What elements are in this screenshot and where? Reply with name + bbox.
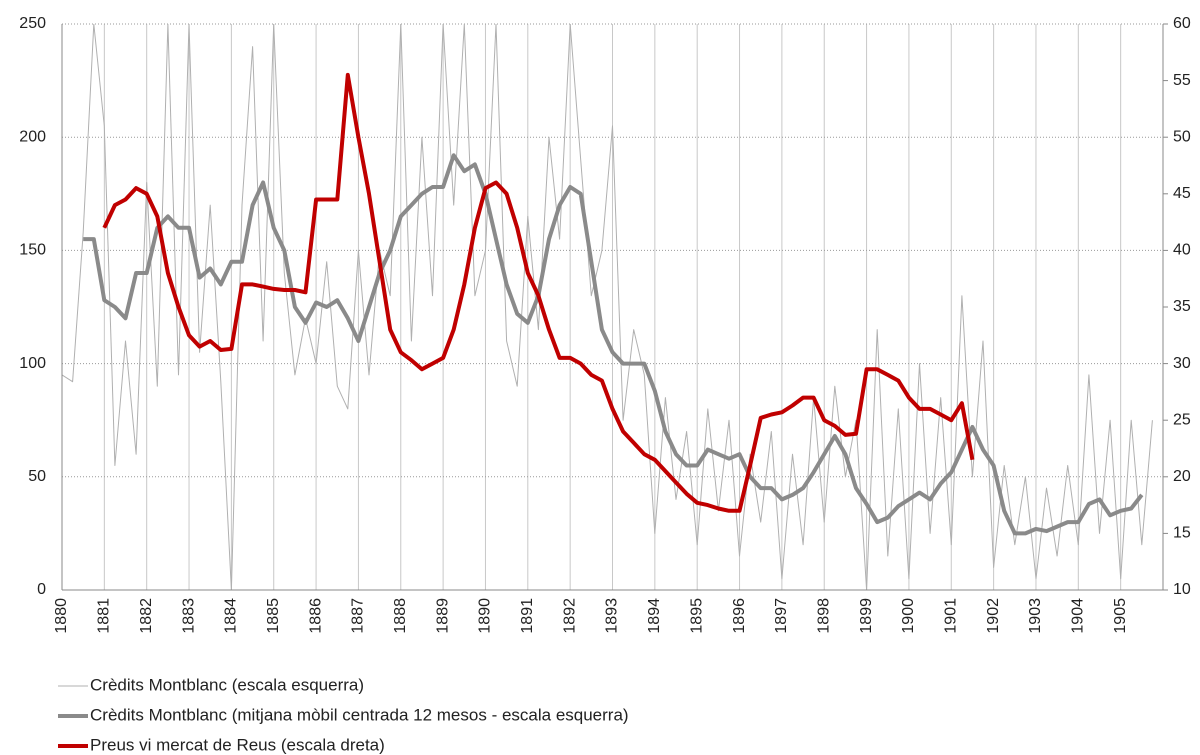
x-tick-label: 1895 xyxy=(688,598,705,634)
x-tick-label: 1903 xyxy=(1027,598,1044,634)
legend-label: Preus vi mercat de Reus (escala dreta) xyxy=(90,735,385,754)
x-tick-label: 1881 xyxy=(96,598,113,634)
y-tick-label: 100 xyxy=(19,355,46,372)
y2-tick-label: 20 xyxy=(1173,468,1191,485)
x-tick-label: 1891 xyxy=(519,598,536,634)
x-tick-label: 1885 xyxy=(265,598,282,634)
x-tick-label: 1894 xyxy=(646,598,663,634)
y2-tick-label: 35 xyxy=(1173,298,1191,315)
y2-tick-label: 30 xyxy=(1173,355,1191,372)
x-tick-label: 1898 xyxy=(815,598,832,634)
series-line xyxy=(102,72,975,513)
y-tick-label: 0 xyxy=(37,581,46,598)
y2-tick-label: 60 xyxy=(1173,15,1191,32)
legend-label: Crèdits Montblanc (escala esquerra) xyxy=(90,675,364,694)
y2-tick-label: 15 xyxy=(1173,525,1191,542)
x-tick-label: 1883 xyxy=(180,598,197,634)
x-tick-label: 1901 xyxy=(942,598,959,634)
x-tick-label: 1889 xyxy=(434,598,451,634)
x-tick-label: 1893 xyxy=(604,598,621,634)
x-tick-label: 1902 xyxy=(985,598,1002,634)
x-tick-label: 1899 xyxy=(858,598,875,634)
legend-label: Crèdits Montblanc (mitjana mòbil centrad… xyxy=(90,705,629,724)
x-tick-label: 1900 xyxy=(900,598,917,634)
series-line xyxy=(83,153,1144,536)
y2-tick-label: 10 xyxy=(1173,581,1191,598)
y2-tick-label: 40 xyxy=(1173,242,1191,259)
x-tick-label: 1896 xyxy=(731,598,748,634)
x-tick-label: 1905 xyxy=(1112,598,1129,634)
y-tick-label: 250 xyxy=(19,15,46,32)
y2-tick-label: 50 xyxy=(1173,128,1191,145)
y2-tick-label: 55 xyxy=(1173,72,1191,89)
series-line xyxy=(62,24,1153,590)
y2-tick-label: 25 xyxy=(1173,411,1191,428)
x-tick-label: 1880 xyxy=(53,598,70,634)
y-tick-label: 50 xyxy=(28,468,46,485)
y-tick-label: 200 xyxy=(19,128,46,145)
x-tick-label: 1888 xyxy=(392,598,409,634)
x-tick-label: 1904 xyxy=(1070,598,1087,634)
x-tick-label: 1886 xyxy=(307,598,324,634)
y-tick-label: 150 xyxy=(19,242,46,259)
x-tick-label: 1882 xyxy=(138,598,155,634)
x-tick-label: 1897 xyxy=(773,598,790,634)
x-tick-label: 1884 xyxy=(223,598,240,634)
x-tick-label: 1890 xyxy=(477,598,494,634)
y2-tick-label: 45 xyxy=(1173,185,1191,202)
x-tick-label: 1892 xyxy=(561,598,578,634)
x-tick-label: 1887 xyxy=(350,598,367,634)
